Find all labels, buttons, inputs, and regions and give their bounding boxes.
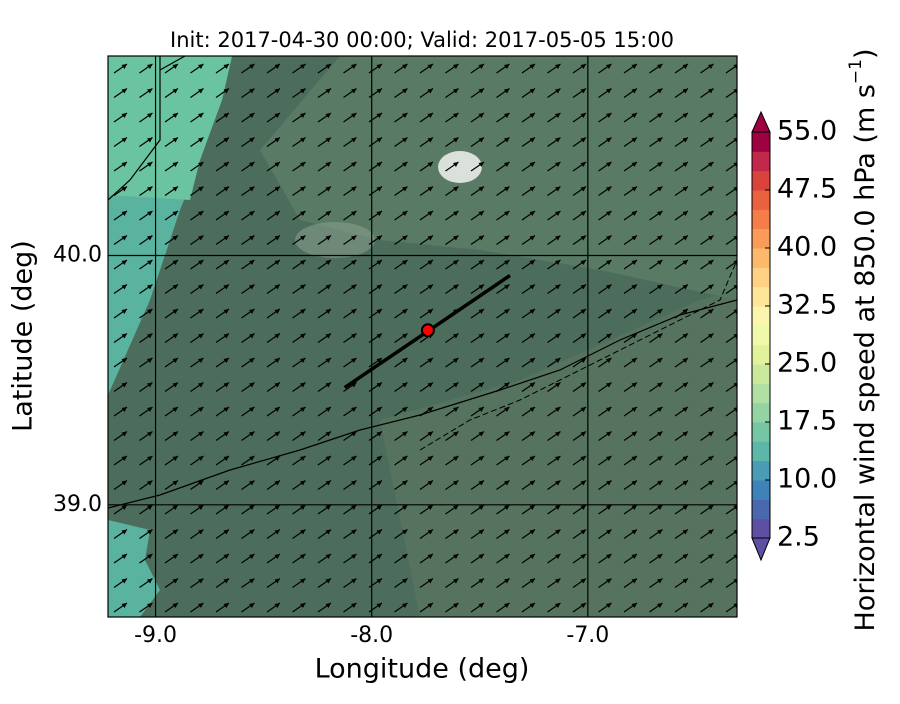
- colorbar-tick-label: 17.5: [777, 406, 837, 437]
- colorbar-band: [752, 364, 770, 384]
- colorbar-tick-label: 55.0: [777, 116, 837, 147]
- y-tick-label: 39.0: [53, 492, 102, 517]
- colorbar-band: [752, 383, 770, 404]
- point-marker: [420, 323, 435, 338]
- colorbar-band: [752, 422, 770, 442]
- colorbar-tick-label: 2.5: [777, 522, 820, 553]
- colorbar-band: [752, 209, 770, 230]
- colorbar-band: [752, 325, 770, 346]
- colorbar-band: [752, 518, 770, 539]
- y-tick-label: 40.0: [53, 242, 102, 267]
- x-tick-label: -8.0: [350, 623, 393, 648]
- colorbar-band: [752, 267, 770, 288]
- colorbar-band: [752, 499, 770, 520]
- colorbar-extend-top: [751, 110, 771, 133]
- y-axis-label: Latitude (deg): [8, 240, 39, 432]
- x-tick-label: -9.0: [134, 623, 177, 648]
- plot: [108, 56, 737, 617]
- colorbar-frame: [751, 131, 771, 539]
- colorbar-tick-label: 10.0: [777, 464, 837, 495]
- colorbar-tick-label: 32.5: [777, 290, 837, 321]
- colorbar-label-end: ): [850, 48, 881, 59]
- colorbar-band: [752, 480, 770, 500]
- colorbar-label-exponent: −1: [846, 59, 866, 84]
- colorbar-band: [752, 344, 770, 365]
- colorbar-band: [752, 170, 770, 191]
- chart-title: Init: 2017-04-30 00:00; Valid: 2017-05-0…: [170, 28, 674, 52]
- colorbar-band: [752, 228, 770, 249]
- colorbar-tick-label: 25.0: [777, 348, 837, 379]
- colorbar-label-text: Horizontal wind speed at 850.0 hPa (m s: [850, 84, 881, 631]
- colorbar-band: [752, 441, 770, 462]
- colorbar-extend-bottom: [751, 537, 771, 562]
- colorbar-band: [752, 402, 770, 423]
- colorbar-band: [752, 286, 770, 307]
- colorbar-band: [752, 190, 770, 210]
- colorbar-band: [752, 460, 770, 481]
- colorbar-band: [752, 306, 770, 326]
- colorbar-band: [752, 151, 770, 172]
- colorbar-tick-label: 47.5: [777, 174, 837, 205]
- colorbar-label: Horizontal wind speed at 850.0 hPa (m s−…: [846, 48, 881, 631]
- colorbar-band: [752, 248, 770, 268]
- colorbar-band: [752, 132, 770, 152]
- x-tick-label: -7.0: [566, 623, 609, 648]
- map-frame: [107, 55, 738, 618]
- map-background: [108, 56, 737, 617]
- x-axis-label: Longitude (deg): [315, 654, 530, 685]
- colorbar-tick-label: 40.0: [777, 232, 837, 263]
